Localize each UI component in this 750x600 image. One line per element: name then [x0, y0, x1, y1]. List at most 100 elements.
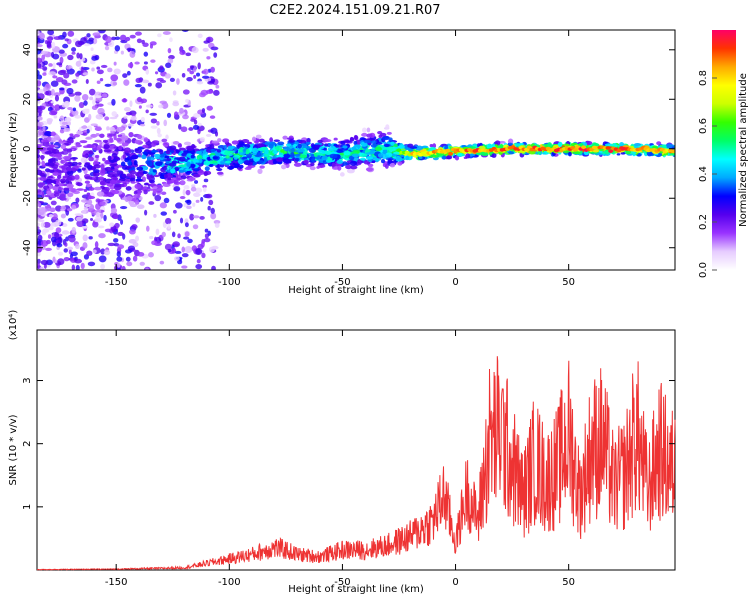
spectrogram-cell [134, 61, 140, 65]
spectrogram-cell [103, 144, 110, 150]
spectrogram-cell [140, 123, 146, 127]
spectrogram-cell [39, 176, 47, 181]
spectrogram-cell [50, 80, 59, 87]
spectrogram-cell [183, 236, 190, 240]
colorbar-tick-label: 0.6 [698, 118, 709, 134]
spectrogram-cell [207, 230, 211, 236]
spectrogram-cell [41, 182, 46, 186]
spectrogram-cell [329, 153, 338, 159]
spectrogram-cell [386, 131, 392, 135]
spectrogram-cell [321, 155, 328, 161]
spectrogram-cell [497, 145, 506, 149]
spectrogram-cell [200, 241, 205, 248]
spectrogram-cell [379, 132, 387, 137]
spectrogram-cell [109, 171, 118, 175]
spectrogram-cell [123, 115, 128, 119]
spectrogram-cell [195, 248, 203, 256]
spectrogram-cell [188, 127, 194, 131]
spectrogram-cell [215, 84, 220, 89]
spectrogram-cell [239, 164, 244, 169]
spectrogram-cell [210, 212, 217, 220]
spectrogram-cell [69, 138, 74, 144]
spectrogram-cell [44, 168, 51, 173]
spectrogram-cell [167, 223, 171, 230]
spectrogram-cell [251, 136, 257, 142]
spectrogram-cell [134, 139, 140, 144]
spectrogram-cell [154, 194, 162, 202]
spectrogram-cell [43, 60, 48, 66]
spectrogram-cell [169, 77, 175, 82]
spectrogram-cell [190, 154, 195, 159]
spectrogram-cell [129, 229, 136, 235]
spectrogram-cell [129, 203, 138, 208]
spectrogram-cell [383, 143, 390, 148]
spectrogram-cell [269, 137, 274, 143]
spectrogram-cell [604, 143, 613, 147]
spectrogram-cell [159, 260, 165, 265]
spectrogram-cell [276, 154, 284, 158]
snr-panel: -150 -100 -50 0 50 1 2 3 Height of straight li… [8, 310, 676, 595]
spectrogram-cell [125, 111, 133, 116]
spectrogram-cell [290, 152, 295, 157]
spectrogram-cell [120, 219, 124, 225]
spectrogram-cell [111, 98, 116, 106]
spectrogram-cell [163, 144, 169, 147]
spectrogram-cell [95, 113, 104, 120]
spectrogram-cell [42, 66, 48, 71]
spectrogram-cell [46, 147, 54, 151]
spectrogram-cell [83, 129, 88, 133]
spectrogram-cell [94, 139, 102, 143]
spectrogram-cell [55, 178, 61, 182]
spectrogram-cell [86, 183, 93, 187]
spectrogram-cell [99, 77, 104, 82]
spectrogram-cell [187, 177, 196, 181]
spectrogram-cell [129, 177, 136, 183]
spectrogram-cell [42, 125, 46, 132]
spectrogram-cell [57, 258, 65, 266]
spectrogram-cell [81, 66, 90, 71]
spectrogram-cell [75, 264, 80, 270]
colorbar-tick-label: 0.0 [698, 262, 709, 278]
spectrogram-cell [264, 148, 269, 155]
spectrogram-cell [120, 161, 126, 167]
spectrogram-cell [49, 179, 57, 184]
spectrogram-cell [363, 160, 370, 165]
spectrogram-cell [61, 214, 66, 218]
spectrogram-cell [56, 196, 64, 200]
spectrogram-cell [143, 189, 148, 195]
spectrogram-cell [186, 145, 195, 151]
spectrogram-cell [145, 160, 152, 165]
spectrogram-cell [122, 153, 127, 160]
spectrogram-cell [345, 164, 352, 170]
spectrogram-cell [88, 88, 96, 96]
spectrogram-cell [127, 123, 134, 127]
spectrogram-cell [90, 217, 94, 222]
spectrogram-cell [454, 155, 460, 161]
spectrogram-cell [233, 156, 238, 160]
spectrogram-cell [179, 180, 186, 186]
spectrogram-cell [149, 43, 154, 49]
spectrogram-cell [73, 133, 80, 138]
spectrogram-cell [52, 62, 56, 70]
spectrogram-cell [89, 59, 96, 65]
spectrogram-cell [110, 36, 117, 41]
spectrogram-cell [37, 251, 41, 257]
spectrogram-cell [151, 240, 158, 246]
spectrogram-cell [66, 87, 74, 95]
spectrogram-cell [101, 168, 106, 174]
spectrogram-cell [214, 222, 220, 228]
spectrogram-cell [43, 221, 51, 228]
spectrogram-cell [52, 185, 59, 191]
spectrogram-cell [135, 235, 140, 242]
spectrogram-cell [608, 149, 614, 153]
spectrogram-cell [98, 30, 106, 34]
spectrogram-cell [64, 242, 68, 247]
spectrogram-cell [213, 52, 218, 58]
spectrogram-cell [134, 200, 140, 205]
spectrogram-cell [327, 146, 335, 152]
spectrogram-cell [399, 144, 405, 149]
spectrogram-cell [71, 79, 78, 84]
spectrogram-cell [133, 190, 138, 195]
spectrogram-cell [144, 209, 148, 216]
spectrogram-cell [121, 265, 126, 270]
